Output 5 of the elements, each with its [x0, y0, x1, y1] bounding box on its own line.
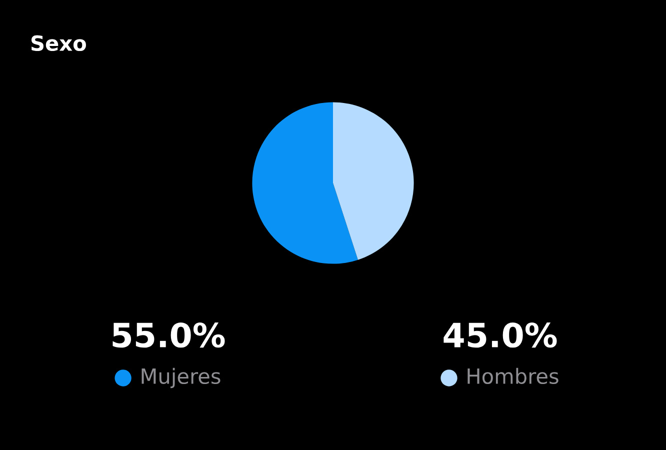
chart-title: Sexo — [31, 35, 86, 52]
legend-label: Hombres — [468, 368, 558, 384]
legend-label: Mujeres — [142, 368, 220, 388]
data-label: 55.0% — [112, 322, 225, 348]
data-label: 45.0% — [444, 322, 557, 348]
